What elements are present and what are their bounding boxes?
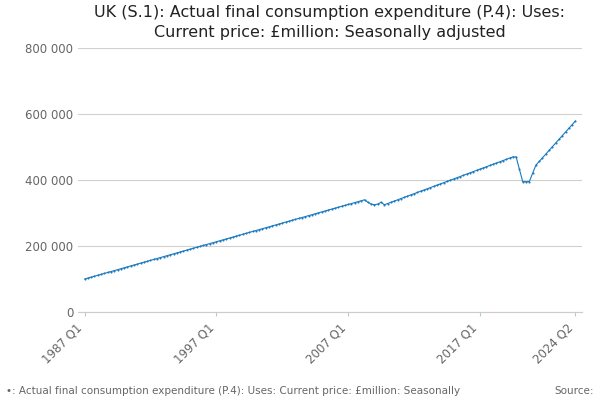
Text: Source:: Source: <box>554 386 594 396</box>
Title: UK (S.1): Actual final consumption expenditure (P.4): Uses:
Current price: £mill: UK (S.1): Actual final consumption expen… <box>95 5 566 40</box>
Text: •: Actual final consumption expenditure (P.4): Uses: Current price: £million: Se: •: Actual final consumption expenditure … <box>6 386 460 396</box>
